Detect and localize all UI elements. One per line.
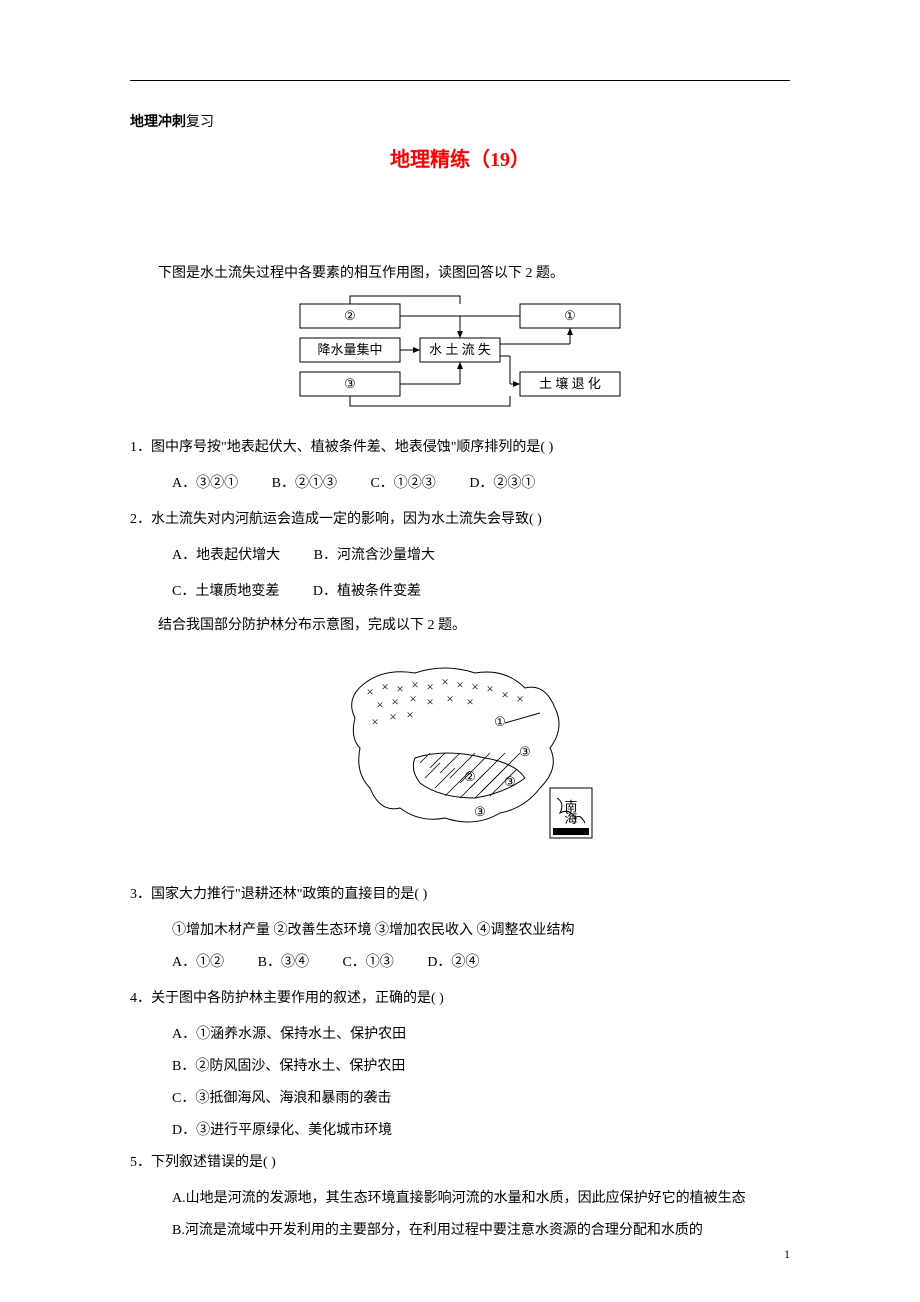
china-map: ××× ××× ××× ××× ××× ××× ×× ① ② ③ ③ ③ 南 [130, 648, 790, 863]
svg-text:③: ③ [474, 804, 486, 819]
svg-text:×: × [426, 679, 433, 694]
subtitle-bold: 地理冲刺 [130, 115, 186, 130]
question-2-options-1: A．地表起伏增大 B．河流含沙量增大 [130, 542, 790, 570]
diagram-box-rain: 降水量集中 [317, 342, 382, 357]
diagram-box-2: ② [344, 308, 356, 323]
svg-text:③: ③ [519, 744, 531, 759]
svg-text:①: ① [494, 714, 506, 729]
question-2-options-2: C．土壤质地变差 D．植被条件变差 [130, 578, 790, 606]
question-2: 2．水土流失对内河航运会造成一定的影响，因为水土流失会导致( ) [130, 506, 790, 534]
svg-text:×: × [426, 694, 433, 709]
q1-opt-b: B．②①③ [272, 476, 337, 491]
q1-opt-a: A．③②① [172, 476, 238, 491]
q2-opt-d: D．植被条件变差 [313, 584, 421, 599]
svg-text:×: × [371, 714, 378, 729]
svg-text:×: × [409, 691, 416, 706]
interaction-diagram: ② ① 降水量集中 水 土 流 失 ③ 土 壤 退 化 [290, 294, 630, 414]
svg-text:×: × [466, 694, 473, 709]
svg-text:×: × [411, 677, 418, 692]
q1-opt-d: D．②③① [469, 476, 535, 491]
intro-2: 结合我国部分防护林分布示意图，完成以下 2 题。 [130, 614, 790, 634]
question-4: 4．关于图中各防护林主要作用的叙述，正确的是( ) [130, 985, 790, 1013]
svg-text:×: × [441, 674, 448, 689]
svg-text:×: × [406, 707, 413, 722]
question-1: 1．图中序号按"地表起伏大、植被条件差、地表侵蚀"顺序排列的是( ) [130, 434, 790, 462]
svg-text:×: × [391, 694, 398, 709]
question-3-options: A．①② B．③④ C．①③ D．②④ [130, 949, 790, 977]
main-title: 地理精练（19） [130, 143, 790, 172]
q2-opt-a: A．地表起伏增大 [172, 548, 280, 563]
question-5: 5．下列叙述错误的是( ) [130, 1149, 790, 1177]
q5-opt-a: A.山地是河流的发源地，其生态环境直接影响河流的水量和水质，因此应保护好它的植被… [130, 1185, 790, 1213]
svg-text:×: × [366, 684, 373, 699]
svg-text:③: ③ [504, 774, 516, 789]
question-1-options: A．③②① B．②①③ C．①②③ D．②③① [130, 470, 790, 498]
svg-text:×: × [446, 691, 453, 706]
question-3: 3．国家大力推行"退耕还林"政策的直接目的是( ) [130, 881, 790, 909]
q3-opt-d: D．②④ [427, 955, 479, 970]
subtitle: 地理冲刺复习 [130, 111, 790, 131]
svg-text:×: × [389, 709, 396, 724]
q3-opt-b: B．③④ [258, 955, 309, 970]
q1-opt-c: C．①②③ [370, 476, 435, 491]
question-3-sub: ①增加木材产量 ②改善生态环境 ③增加农民收入 ④调整农业结构 [130, 917, 790, 945]
diagram-box-3: ③ [344, 376, 356, 391]
q2-opt-b: B．河流含沙量增大 [314, 548, 435, 563]
intro-1: 下图是水土流失过程中各要素的相互作用图，读图回答以下 2 题。 [130, 262, 790, 282]
diagram-box-1: ① [564, 308, 576, 323]
svg-text:×: × [376, 697, 383, 712]
svg-text:×: × [456, 677, 463, 692]
q4-opt-a: A．①涵养水源、保持水土、保护农田 [130, 1021, 790, 1049]
svg-text:×: × [516, 691, 523, 706]
svg-text:×: × [486, 681, 493, 696]
q3-opt-c: C．①③ [342, 955, 393, 970]
q4-opt-d: D．③进行平原绿化、美化城市环境 [130, 1117, 790, 1145]
q3-opt-a: A．①② [172, 955, 224, 970]
diagram-box-soil: 土 壤 退 化 [539, 376, 601, 391]
diagram-box-erosion: 水 土 流 失 [429, 342, 491, 357]
page-number: 1 [784, 1247, 790, 1262]
q5-opt-b: B.河流是流域中开发利用的主要部分，在利用过程中要注意水资源的合理分配和水质的 [130, 1217, 790, 1245]
svg-text:②: ② [464, 769, 476, 784]
svg-text:×: × [381, 679, 388, 694]
svg-text:×: × [471, 679, 478, 694]
q4-opt-b: B．②防风固沙、保持水土、保护农田 [130, 1053, 790, 1081]
subtitle-normal: 复习 [186, 115, 214, 130]
top-divider [130, 80, 790, 81]
svg-text:×: × [501, 687, 508, 702]
q4-opt-c: C．③抵御海风、海浪和暴雨的袭击 [130, 1085, 790, 1113]
q2-opt-c: C．土壤质地变差 [172, 584, 279, 599]
